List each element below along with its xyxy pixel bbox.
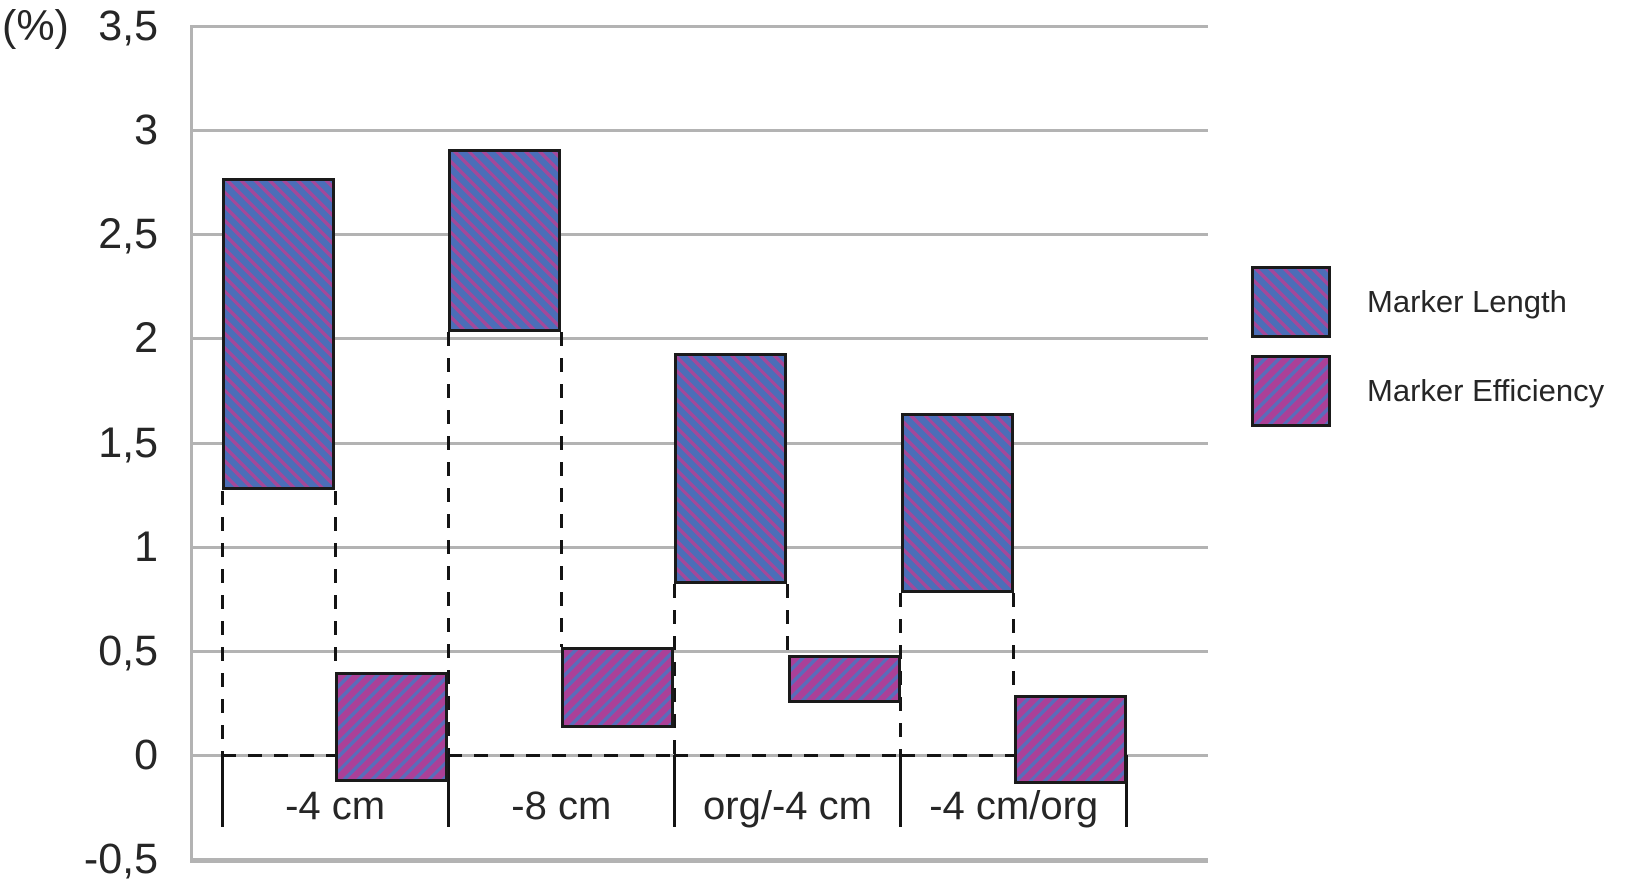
bar-marker-length	[674, 353, 788, 585]
y-tick-label: 1	[134, 522, 158, 571]
category-separator-tick	[899, 755, 903, 828]
dashed-drop-line-left	[899, 592, 903, 756]
gridline	[190, 649, 1208, 653]
gridline	[190, 25, 1208, 28]
bar-marker-efficiency	[561, 646, 675, 728]
x-category-label: -8 cm	[511, 784, 612, 828]
bar-marker-length	[900, 413, 1014, 593]
y-tick-label: 0,5	[98, 626, 158, 675]
y-tick-label: 0	[134, 731, 158, 780]
y-axis-unit-label: (%)	[2, 2, 69, 50]
dashed-drop-line-left	[672, 584, 676, 756]
bar-marker-efficiency	[335, 671, 449, 783]
gridline	[190, 337, 1208, 341]
dashed-zero-line	[448, 753, 675, 757]
category-separator-tick	[672, 755, 676, 828]
dashed-drop-line-middle	[1012, 592, 1016, 695]
x-category-label: -4 cm	[285, 784, 386, 828]
gridline	[190, 233, 1208, 237]
dashed-drop-line-middle	[333, 490, 337, 672]
y-tick-label: 1,5	[98, 418, 158, 467]
bar-marker-efficiency	[787, 655, 901, 703]
category-separator-tick	[446, 755, 450, 828]
x-category-label: -4 cm/org	[929, 784, 1099, 828]
legend: Marker Length Marker Efficiency	[1251, 266, 1604, 427]
dashed-drop-line-left	[446, 332, 450, 756]
gridline	[190, 858, 1208, 864]
x-category-label: org/-4 cm	[703, 784, 872, 828]
y-axis-line	[190, 26, 193, 864]
bar-marker-length	[448, 148, 562, 333]
bar-marker-efficiency	[1013, 694, 1127, 785]
category-separator-tick	[220, 755, 224, 828]
marker-efficiency-swatch-icon	[1251, 355, 1331, 427]
y-tick-label: 3	[134, 106, 158, 155]
dashed-drop-line-middle	[559, 332, 563, 647]
y-tick-label: 2,5	[98, 210, 158, 259]
dashed-drop-line-left	[220, 490, 224, 756]
legend-item-marker-efficiency: Marker Efficiency	[1251, 355, 1604, 427]
dashed-drop-line-middle	[786, 584, 789, 656]
y-tick-label: -0,5	[83, 835, 158, 884]
dashed-zero-line	[674, 753, 901, 757]
category-separator-tick	[1125, 755, 1129, 828]
y-tick-label: 2	[134, 314, 158, 363]
legend-label: Marker Length	[1367, 284, 1567, 319]
y-tick-label: 3,5	[98, 2, 158, 50]
marker-length-swatch-icon	[1251, 266, 1331, 338]
bar-marker-length	[222, 178, 336, 491]
legend-label: Marker Efficiency	[1367, 373, 1605, 408]
gridline	[190, 129, 1208, 133]
legend-item-marker-length: Marker Length	[1251, 266, 1604, 338]
